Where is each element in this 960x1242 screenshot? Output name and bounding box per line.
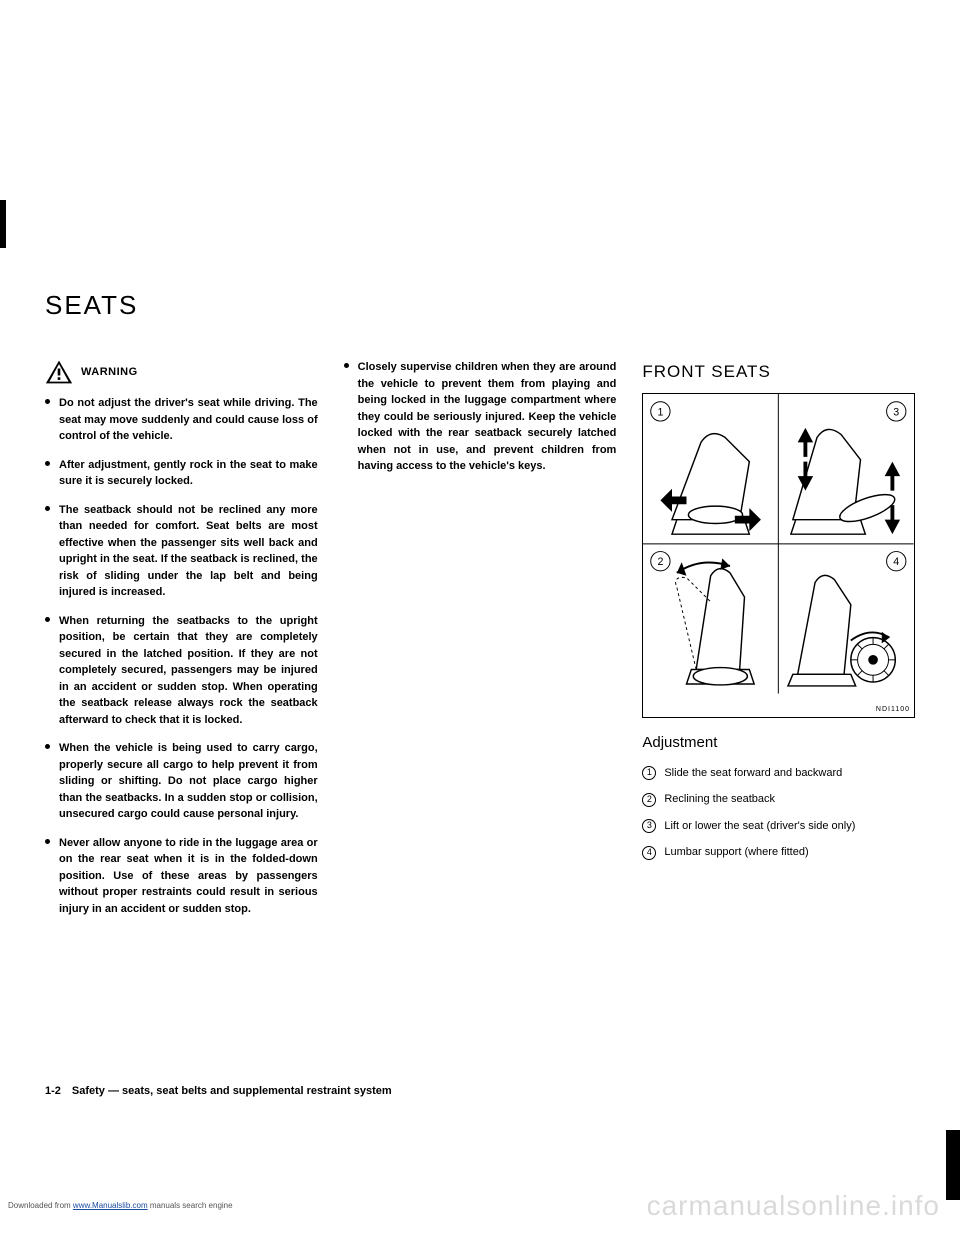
svg-text:3: 3 xyxy=(894,406,900,418)
item-text: Reclining the seatback xyxy=(664,791,775,808)
list-item: Never allow anyone to ride in the luggag… xyxy=(45,835,318,918)
warning-list: Do not adjust the driver's seat while dr… xyxy=(45,395,318,917)
list-item: 1 Slide the seat forward and backward xyxy=(642,765,915,782)
item-number: 3 xyxy=(642,819,656,833)
warning-header: WARNING xyxy=(45,359,318,385)
download-suffix: manuals search engine xyxy=(148,1201,233,1210)
item-number: 4 xyxy=(642,846,656,860)
svg-text:1: 1 xyxy=(658,406,664,418)
list-item: After adjustment, gently rock in the sea… xyxy=(45,457,318,490)
watermark: carmanualsonline.info xyxy=(647,1190,940,1222)
page-title: SEATS xyxy=(45,290,915,321)
column-layout: WARNING Do not adjust the driver's seat … xyxy=(45,359,915,929)
warning-list-continued: Closely supervise children when they are… xyxy=(344,359,617,475)
seat-adjustment-figure: 1 3 xyxy=(642,393,915,719)
seat-diagram-svg: 1 3 xyxy=(643,394,914,703)
column-2: Closely supervise children when they are… xyxy=(344,359,617,929)
item-text: Lift or lower the seat (driver's side on… xyxy=(664,818,855,835)
warning-label: WARNING xyxy=(81,364,138,381)
page-content: SEATS WARNING Do not adjust the driver's… xyxy=(0,0,960,929)
page-footer: 1-2 Safety — seats, seat belts and suppl… xyxy=(45,1085,392,1097)
page-edge-mark-right xyxy=(946,1130,960,1200)
list-item: Do not adjust the driver's seat while dr… xyxy=(45,395,318,445)
item-text: Lumbar support (where fitted) xyxy=(664,844,808,861)
list-item: Closely supervise children when they are… xyxy=(344,359,617,475)
list-item: When returning the seatbacks to the upri… xyxy=(45,613,318,729)
column-1: WARNING Do not adjust the driver's seat … xyxy=(45,359,318,929)
adjustment-list: 1 Slide the seat forward and backward 2 Re… xyxy=(642,765,915,861)
item-text: Slide the seat forward and backward xyxy=(664,765,842,782)
warning-icon xyxy=(45,359,73,385)
svg-text:4: 4 xyxy=(894,556,900,568)
page-edge-mark-left xyxy=(0,200,6,248)
item-number: 2 xyxy=(642,793,656,807)
svg-text:2: 2 xyxy=(658,556,664,568)
figure-code: NDI1100 xyxy=(643,703,914,718)
item-number: 1 xyxy=(642,766,656,780)
front-seats-heading: FRONT SEATS xyxy=(642,359,915,385)
list-item: 2 Reclining the seatback xyxy=(642,791,915,808)
list-item: 3 Lift or lower the seat (driver's side o… xyxy=(642,818,915,835)
download-link[interactable]: www.Manualslib.com xyxy=(73,1201,148,1210)
list-item: When the vehicle is being used to carry … xyxy=(45,740,318,823)
download-prefix: Downloaded from xyxy=(8,1201,73,1210)
list-item: 4 Lumbar support (where fitted) xyxy=(642,844,915,861)
download-note: Downloaded from www.Manualslib.com manua… xyxy=(8,1201,233,1210)
adjustment-heading: Adjustment xyxy=(642,732,915,755)
list-item: The seatback should not be reclined any … xyxy=(45,502,318,601)
column-3: FRONT SEATS 1 3 xyxy=(642,359,915,929)
